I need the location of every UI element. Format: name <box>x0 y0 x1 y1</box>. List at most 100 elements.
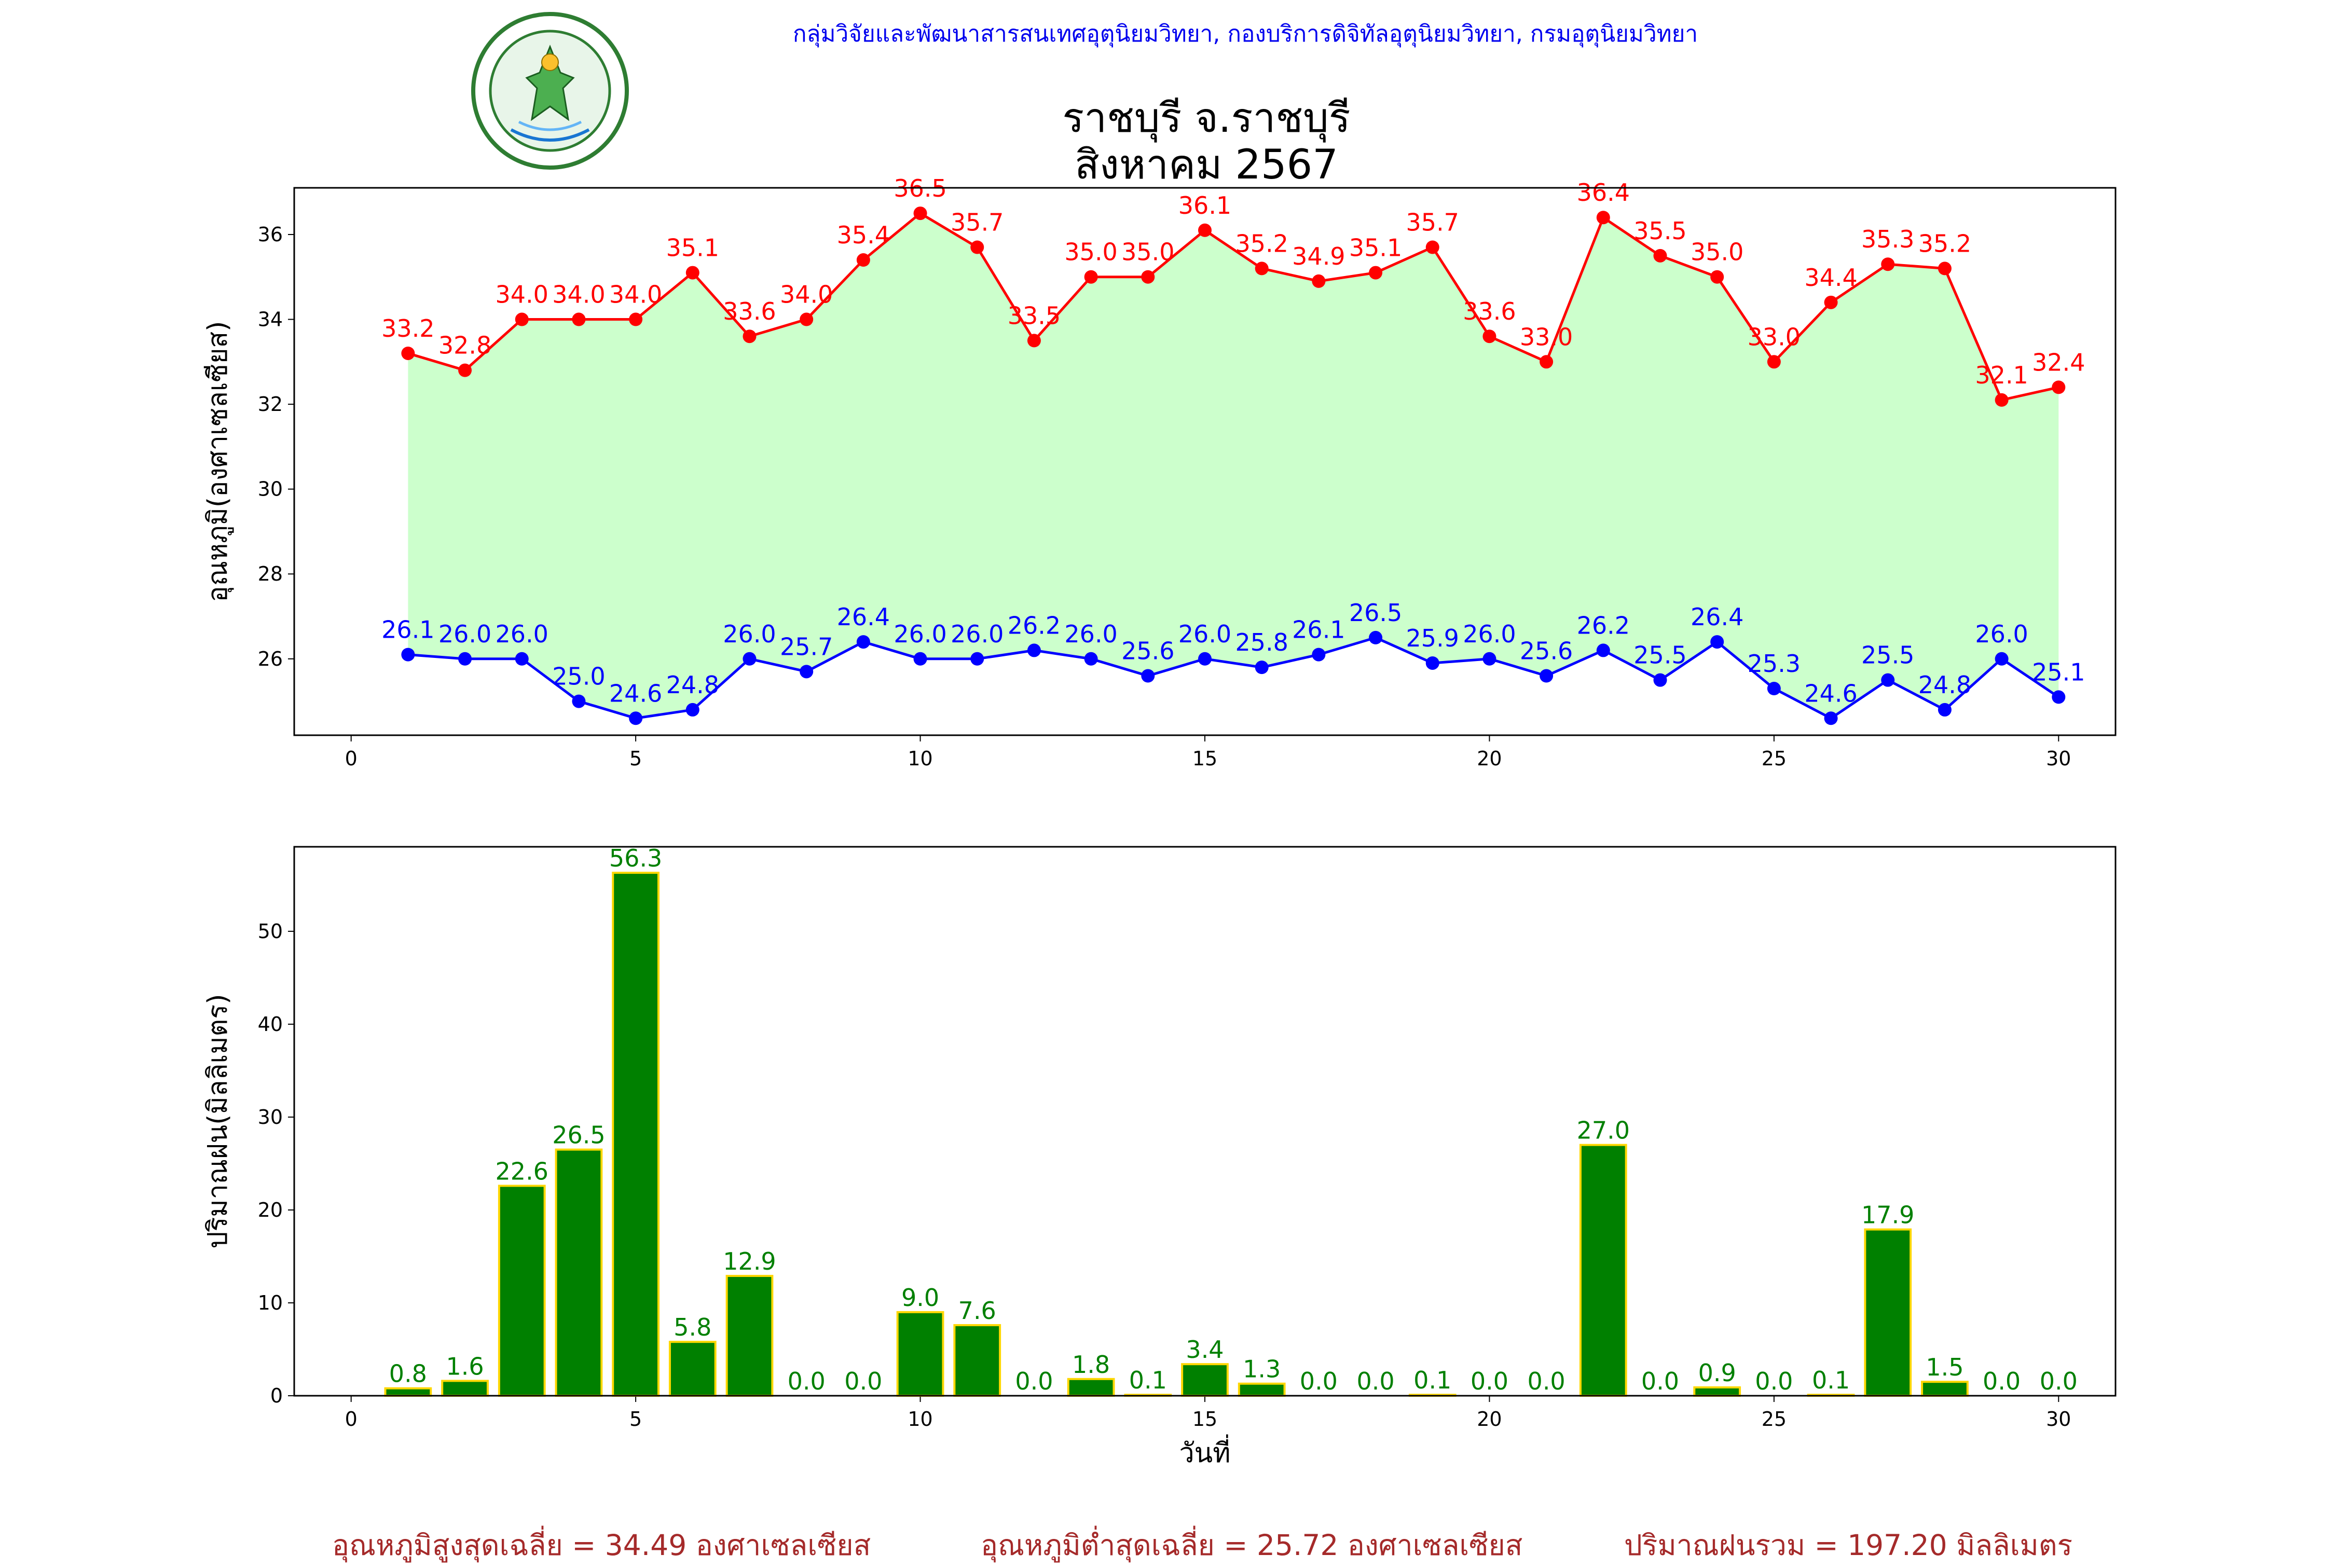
max-temp-value-label: 33.6 <box>723 297 776 325</box>
rain-bar <box>1238 1382 1286 1397</box>
min-temp-value-label: 26.1 <box>381 616 434 644</box>
min-temp-value-label: 26.0 <box>951 620 1004 648</box>
rain-value-label: 0.0 <box>1528 1367 1565 1395</box>
temp-xtick-label: 5 <box>629 747 642 770</box>
min-temp-point <box>1995 652 2009 666</box>
rain-value-label: 0.0 <box>1983 1367 2021 1395</box>
rain-bar <box>668 1341 717 1397</box>
min-temp-point <box>1198 652 1212 666</box>
chart-title-month: สิงหาคม 2567 <box>1075 142 1338 188</box>
max-temp-point <box>1596 211 1610 225</box>
max-temp-point <box>1767 355 1781 369</box>
rain-value-label: 0.1 <box>1812 1366 1850 1394</box>
min-temp-point <box>1653 673 1667 687</box>
max-temp-value-label: 34.0 <box>780 281 833 309</box>
rain-ytick-label: 10 <box>258 1291 283 1314</box>
rain-xtick-label: 20 <box>1477 1408 1502 1431</box>
min-temp-value-label: 25.0 <box>552 663 605 691</box>
max-temp-point <box>1653 249 1667 263</box>
min-temp-value-label: 25.8 <box>1235 628 1288 656</box>
max-temp-line <box>407 212 2059 402</box>
max-temp-value-label: 35.0 <box>1064 238 1117 266</box>
temp-ylabel: อุณหภูมิ(องศาเซลเซียส) <box>202 321 234 602</box>
rain-value-label: 0.1 <box>1413 1366 1451 1394</box>
min-temp-point <box>2052 690 2066 704</box>
max-temp-point <box>1084 270 1098 284</box>
max-temp-point <box>1824 295 1838 309</box>
max-temp-point <box>913 207 927 221</box>
rain-bar <box>384 1387 432 1397</box>
max-temp-value-label: 35.2 <box>1918 229 1971 257</box>
rain-bar <box>498 1185 546 1397</box>
rain-ytick-label: 50 <box>258 920 283 943</box>
temp-ytick-label: 26 <box>258 648 283 670</box>
max-temp-value-label: 33.2 <box>381 314 434 342</box>
temp-xtick-label: 10 <box>908 747 932 770</box>
max-temp-point <box>1255 262 1269 276</box>
min-temp-point <box>913 652 927 666</box>
min-temp-value-label: 24.6 <box>1804 679 1857 707</box>
rain-ylabel: ปริมาณฝน(มิลลิเมตร) <box>202 994 233 1248</box>
max-temp-value-label: 32.4 <box>2032 348 2085 376</box>
min-temp-value-label: 26.2 <box>1577 611 1630 639</box>
max-temp-value-label: 35.0 <box>1121 238 1174 266</box>
min-temp-point <box>1767 682 1781 696</box>
min-temp-value-label: 25.5 <box>1861 641 1914 669</box>
max-temp-value-label: 33.5 <box>1008 301 1061 329</box>
temp-plot-frame <box>293 187 2117 736</box>
rainfall-chart: 0 5 10 15 20 25 30 0 10 20 30 40 50 ปริมาณฝน(มิลลิเมต… <box>202 844 2117 1469</box>
min-temp-point <box>1255 661 1269 675</box>
max-temp-value-label: 35.7 <box>1406 208 1459 236</box>
min-temp-point <box>401 648 415 662</box>
rain-value-label: 1.5 <box>1926 1353 1963 1381</box>
max-temp-point <box>685 266 699 280</box>
max-temp-value-label: 34.9 <box>1292 242 1345 270</box>
rain-plot-frame <box>293 846 2117 1397</box>
temp-xtick-label: 20 <box>1477 747 1502 770</box>
rain-value-label: 1.8 <box>1072 1351 1110 1379</box>
temp-xtick-label: 30 <box>2046 747 2071 770</box>
max-temp-value-label: 35.4 <box>837 221 890 249</box>
rain-value-label: 0.0 <box>1471 1367 1508 1395</box>
rain-xtick-label: 15 <box>1192 1408 1217 1431</box>
rain-ytick-label: 30 <box>258 1106 283 1129</box>
max-temp-point <box>1995 393 2009 407</box>
min-temp-value-label: 25.7 <box>780 632 833 661</box>
min-temp-value-label: 26.0 <box>1178 620 1231 648</box>
max-temp-value-label: 35.2 <box>1235 229 1288 257</box>
max-temp-point <box>1312 274 1326 288</box>
min-temp-value-label: 26.5 <box>1349 599 1402 627</box>
avg-max-temp-text: อุณหภูมิสูงสุดเฉลี่ย = 34.49 องศาเซลเซีย… <box>332 1529 871 1562</box>
temp-ytick-label: 32 <box>258 393 283 416</box>
max-temp-point <box>1369 266 1383 280</box>
max-temp-value-label: 35.7 <box>951 208 1004 236</box>
max-temp-value-label: 34.0 <box>552 281 605 309</box>
rain-xlabel: วันที่ <box>1179 1434 1230 1469</box>
min-temp-point <box>515 652 529 666</box>
rain-value-label: 1.6 <box>446 1352 484 1380</box>
min-temp-point <box>685 703 699 717</box>
rain-bar <box>1067 1378 1115 1397</box>
rain-value-label: 0.0 <box>1356 1367 1394 1395</box>
rain-bar <box>555 1148 603 1397</box>
min-temp-point <box>743 652 757 666</box>
min-temp-value-label: 26.0 <box>496 620 548 648</box>
min-temp-point <box>1027 643 1041 657</box>
min-temp-point <box>1312 648 1326 662</box>
rain-value-label: 1.3 <box>1243 1355 1281 1383</box>
min-temp-value-label: 26.0 <box>723 620 776 648</box>
min-temp-value-label: 25.3 <box>1748 650 1801 678</box>
rain-bar <box>612 872 660 1397</box>
rain-xtick-label: 30 <box>2046 1408 2071 1431</box>
rain-bar <box>1864 1228 1912 1397</box>
rain-bar <box>725 1275 774 1397</box>
max-temp-value-label: 35.1 <box>1349 234 1402 262</box>
rain-ytick-label: 40 <box>258 1013 283 1036</box>
max-temp-value-label: 35.5 <box>1633 217 1686 245</box>
max-temp-point <box>1710 270 1724 284</box>
max-temp-point <box>458 363 472 377</box>
rain-bar <box>1181 1363 1229 1397</box>
rain-ytick-label: 0 <box>270 1384 283 1407</box>
min-temp-value-label: 26.0 <box>894 620 946 648</box>
